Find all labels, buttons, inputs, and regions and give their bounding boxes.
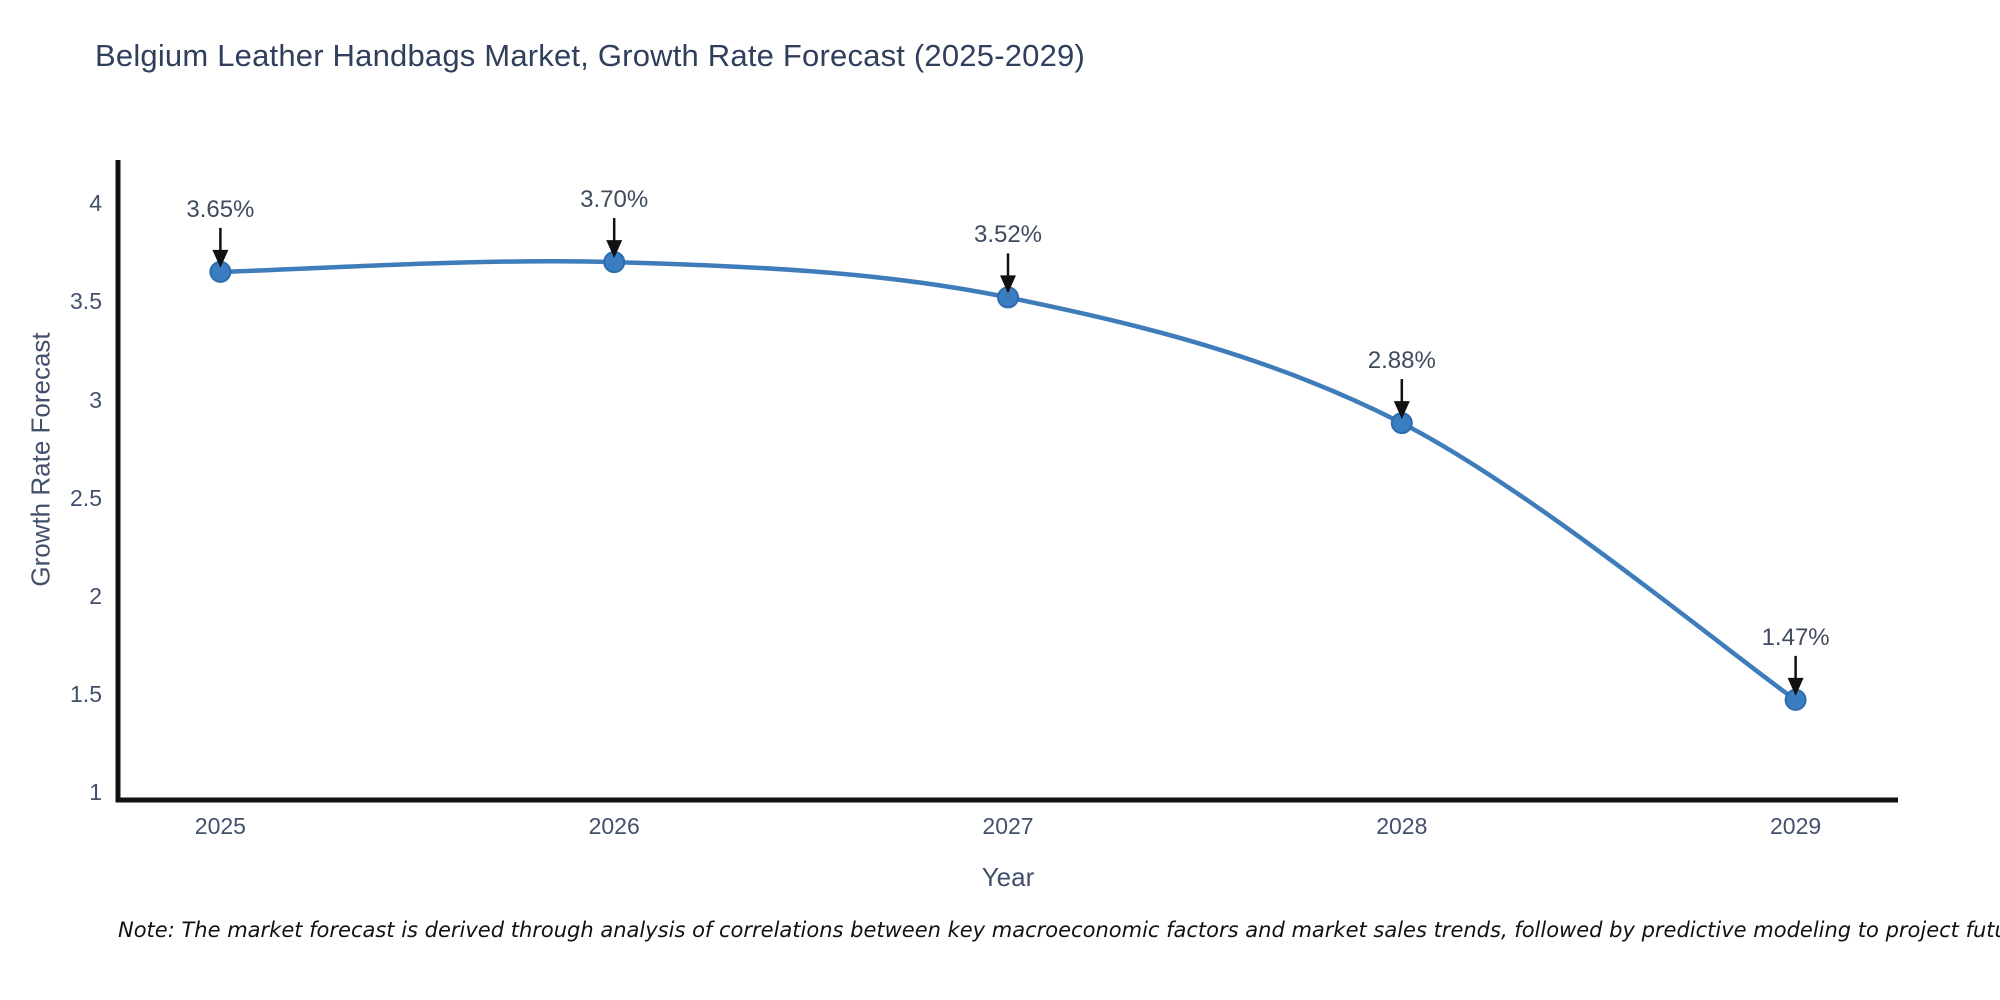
x-tick-2026: 2026 [588, 813, 640, 839]
x-tick-2027: 2027 [982, 813, 1034, 839]
point-annotation-2026: 3.70% [580, 186, 649, 214]
y-tick-3.5: 3.5 [70, 288, 102, 315]
annotation-arrowhead-2025 [212, 249, 229, 268]
annotation-arrowhead-2027 [1000, 275, 1016, 294]
point-annotation-2028: 2.88% [1367, 347, 1436, 375]
y-tick-3: 3 [89, 386, 102, 413]
point-annotation-2025: 3.65% [186, 195, 255, 223]
x-tick-2028: 2028 [1376, 813, 1428, 839]
chart-title: Belgium Leather Handbags Market, Growth … [95, 38, 1085, 73]
y-tick-2: 2 [89, 582, 102, 609]
y-tick-2.5: 2.5 [70, 484, 102, 511]
annotation-arrows [212, 218, 1804, 696]
point-annotation-2027: 3.52% [973, 221, 1043, 249]
x-tick-2025: 2025 [194, 813, 246, 839]
annotation-arrowhead-2029 [1787, 677, 1804, 696]
x-axis-title: Year [981, 862, 1035, 892]
growth-rate-line [218, 258, 1798, 703]
x-tick-2029: 2029 [1770, 813, 1822, 839]
y-tick-4: 4 [89, 190, 102, 217]
line-series [209, 251, 1807, 711]
footnote: Note: The market forecast is derived thr… [118, 918, 2000, 942]
annotation-arrowhead-2026 [606, 240, 623, 259]
y-tick-1: 1 [89, 779, 102, 806]
point-annotation-2029: 1.47% [1761, 623, 1830, 651]
annotation-arrowhead-2028 [1393, 401, 1410, 420]
axes [115, 160, 1898, 803]
y-tick-1.5: 1.5 [70, 680, 102, 707]
